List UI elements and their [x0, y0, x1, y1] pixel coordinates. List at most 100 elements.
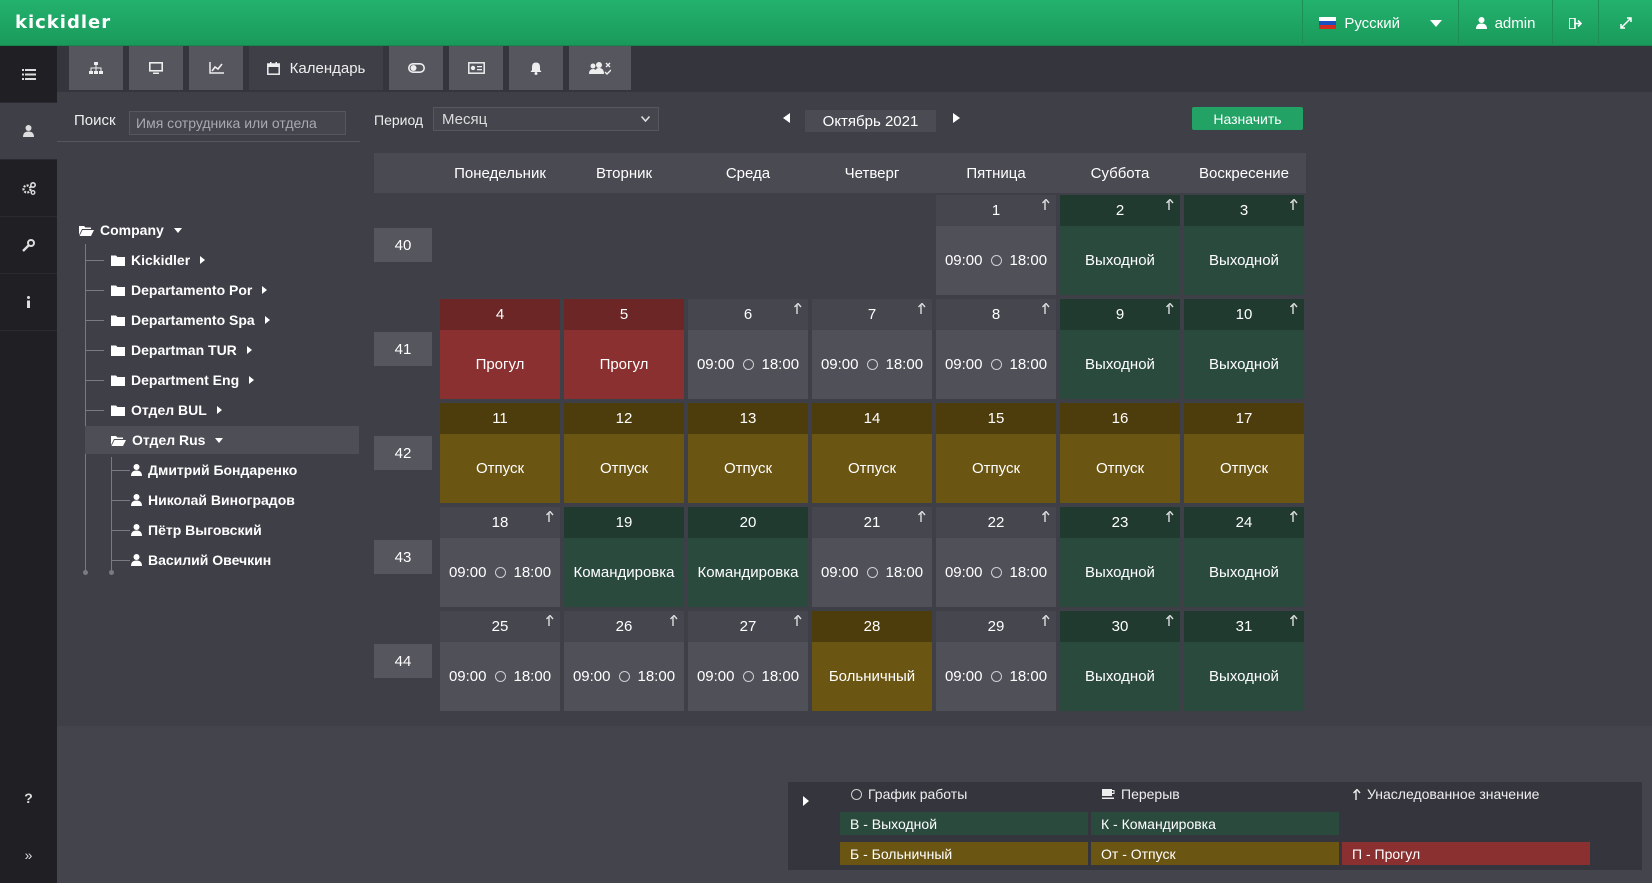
logout-button[interactable] [1552, 0, 1598, 46]
calendar-day-cell[interactable]: 31 Выходной [1184, 611, 1304, 711]
calendar-day-cell[interactable]: 7 09:00 18:00 [812, 299, 932, 399]
next-month-button[interactable] [953, 113, 960, 123]
calendar-day-cell[interactable]: 6 09:00 18:00 [688, 299, 808, 399]
calendar-day-cell[interactable]: 26 09:00 18:00 [564, 611, 684, 711]
tab-structure[interactable] [69, 46, 123, 90]
calendar-day-cell[interactable]: 23 Выходной [1060, 507, 1180, 607]
calendar-day-cell[interactable]: 21 09:00 18:00 [812, 507, 932, 607]
nav-info[interactable] [0, 274, 57, 331]
day-body: Прогул [564, 330, 684, 399]
tree-employee[interactable]: Дмитрий Бондаренко [131, 456, 297, 484]
tree-line [86, 380, 104, 381]
search-input[interactable] [129, 111, 346, 135]
nav-list[interactable] [0, 46, 57, 103]
user-menu[interactable]: admin [1458, 0, 1552, 46]
legend-inherited-label: Унаследованное значение [1367, 786, 1540, 802]
inherited-arrow-icon [546, 511, 554, 522]
tree-employee[interactable]: Николай Виноградов [131, 486, 295, 514]
tree-department[interactable]: Departamento Spa [85, 306, 270, 334]
tree-department[interactable]: Kickidler [85, 246, 206, 274]
top-bar: kickidler Русский admin [0, 0, 1652, 46]
clock-icon [866, 359, 878, 370]
nav-settings[interactable] [0, 160, 57, 217]
calendar-day-cell[interactable]: 19 Командировка [564, 507, 684, 607]
week-number[interactable]: 44 [374, 644, 432, 678]
legend-trip: К - Командировка [1091, 812, 1339, 835]
week-number[interactable]: 40 [374, 228, 432, 262]
tab-monitor[interactable] [129, 46, 183, 90]
week-number[interactable]: 41 [374, 332, 432, 366]
clock-icon [494, 567, 506, 578]
calendar-day-cell[interactable]: 18 09:00 18:00 [440, 507, 560, 607]
legend-absence: П - Прогул [1342, 842, 1590, 865]
day-number: 22 [936, 507, 1056, 538]
calendar-day-cell[interactable]: 11 Отпуск [440, 403, 560, 503]
legend-break-label: Перерыв [1121, 786, 1180, 802]
calendar-day-cell[interactable]: 16 Отпуск [1060, 403, 1180, 503]
legend-break: Перерыв [1102, 786, 1180, 802]
legend-toggle-icon[interactable] [803, 796, 809, 806]
tree-employee[interactable]: Пётр Выговский [131, 516, 262, 544]
calendar-day-cell[interactable]: 1 09:00 18:00 [936, 195, 1056, 295]
tree-department[interactable]: Departamento Por [85, 276, 268, 304]
user-icon [131, 524, 142, 536]
week-number[interactable]: 43 [374, 540, 432, 574]
tree-root[interactable]: Company [79, 216, 182, 244]
calendar-day-cell[interactable]: 15 Отпуск [936, 403, 1056, 503]
calendar-day-cell[interactable]: 27 09:00 18:00 [688, 611, 808, 711]
calendar-day-cell[interactable]: 2 Выходной [1060, 195, 1180, 295]
clock-icon [494, 671, 506, 682]
period-select[interactable]: Месяц [433, 107, 659, 131]
language-selector[interactable]: Русский [1302, 0, 1458, 46]
calendar-day-cell[interactable]: 28 Больничный [812, 611, 932, 711]
day-body: 09:00 18:00 [440, 538, 560, 607]
nav-expand[interactable]: » [0, 826, 57, 883]
tab-calendar[interactable]: Календарь [249, 46, 383, 90]
calendar-day-cell[interactable]: 3 Выходной [1184, 195, 1304, 295]
tree-department[interactable]: Отдел Rus [85, 426, 359, 454]
tab-analytics[interactable] [189, 46, 243, 90]
calendar-day-cell[interactable]: 9 Выходной [1060, 299, 1180, 399]
day-number: 31 [1184, 611, 1304, 642]
tree-employee[interactable]: Василий Овечкин [131, 546, 271, 574]
calendar-day-cell[interactable]: 5 Прогул [564, 299, 684, 399]
assign-button[interactable]: Назначить [1192, 107, 1303, 130]
expand-icon [1619, 17, 1632, 29]
calendar-day-cell[interactable]: 30 Выходной [1060, 611, 1180, 711]
calendar-day-cell[interactable]: 22 09:00 18:00 [936, 507, 1056, 607]
tab-users-remove[interactable] [569, 46, 631, 90]
calendar-day-cell[interactable]: 24 Выходной [1184, 507, 1304, 607]
calendar-day-cell[interactable]: 13 Отпуск [688, 403, 808, 503]
day-number: 27 [688, 611, 808, 642]
calendar-day-cell[interactable]: 17 Отпуск [1184, 403, 1304, 503]
calendar-day-cell[interactable]: 20 Командировка [688, 507, 808, 607]
tree-end-dot [83, 570, 88, 575]
fullscreen-button[interactable] [1598, 0, 1652, 46]
day-status: Прогул [475, 356, 525, 373]
week-number[interactable]: 42 [374, 436, 432, 470]
calendar-day-cell[interactable]: 29 09:00 18:00 [936, 611, 1056, 711]
tab-toggle[interactable] [389, 46, 443, 90]
legend-off: В - Выходной [840, 812, 1088, 835]
calendar-day-cell[interactable]: 4 Прогул [440, 299, 560, 399]
nav-tools[interactable] [0, 217, 57, 274]
calendar-day-cell[interactable]: 8 09:00 18:00 [936, 299, 1056, 399]
nav-employees[interactable] [0, 103, 57, 160]
tab-notifications[interactable] [509, 46, 563, 90]
wrench-icon [22, 238, 35, 252]
day-number: 20 [688, 507, 808, 538]
tree-department[interactable]: Department Eng [85, 366, 255, 394]
day-body: Отпуск [812, 434, 932, 503]
tree-department[interactable]: Departman TUR [85, 336, 252, 364]
day-body: Отпуск [440, 434, 560, 503]
tab-id-card[interactable] [449, 46, 503, 90]
day-number: 24 [1184, 507, 1304, 538]
day-body: Выходной [1184, 642, 1304, 711]
calendar-day-cell[interactable]: 14 Отпуск [812, 403, 932, 503]
prev-month-button[interactable] [783, 113, 790, 123]
calendar-day-cell[interactable]: 10 Выходной [1184, 299, 1304, 399]
calendar-day-cell[interactable]: 25 09:00 18:00 [440, 611, 560, 711]
tree-department[interactable]: Отдел BUL [85, 396, 222, 424]
nav-help[interactable]: ? [0, 769, 57, 826]
calendar-day-cell[interactable]: 12 Отпуск [564, 403, 684, 503]
